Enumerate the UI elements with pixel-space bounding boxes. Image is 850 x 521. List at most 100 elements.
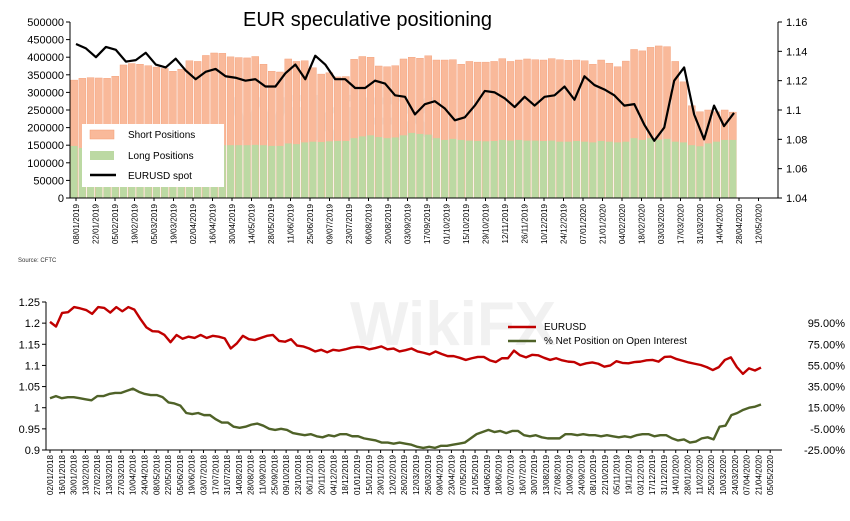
top-y-tick-label: 0 [58, 193, 64, 205]
long-position-bar [474, 140, 482, 198]
top-x-tick-label: 23/07/2019 [345, 203, 354, 244]
long-position-bar [605, 141, 613, 198]
bottom-y2-tick-label: -5.00% [810, 424, 845, 436]
bottom-chart-axes [45, 302, 782, 451]
legend-label-net: % Net Position on Open Interest [544, 336, 687, 347]
bottom-x-tick-label: 24/04/2018 [140, 454, 149, 495]
bottom-x-tick-label: 21/05/2019 [471, 454, 480, 495]
bottom-x-tick-label: 16/01/2018 [58, 454, 67, 495]
bottom-y-tick-label: 1.05 [19, 382, 40, 394]
top-y-tick-label: 450000 [27, 35, 64, 47]
bottom-x-tick-label: 14/08/2018 [235, 454, 244, 495]
top-chart-title: EUR speculative positioning [243, 9, 492, 31]
net-position-series [49, 387, 762, 450]
bottom-y-tick-label: 1.1 [25, 360, 40, 372]
bottom-x-tick-label: 09/04/2019 [436, 454, 445, 495]
bottom-x-tick-label: 24/03/2020 [731, 454, 740, 495]
bottom-x-tick-label: 27/08/2019 [554, 454, 563, 495]
bottom-left-y-ticks: 1.25 1.2 1.15 1.1 1.05 1 0.95 0.9 [19, 297, 46, 457]
top-x-tick-label: 21/01/2020 [599, 203, 608, 244]
long-position-bar [548, 140, 556, 198]
top-y2-tick-label: 1.16 [786, 17, 807, 29]
bottom-x-tick-label: 18/12/2018 [341, 454, 350, 495]
top-y-tick-label: 400000 [27, 52, 64, 64]
long-position-bar [317, 142, 325, 198]
top-x-tick-label: 25/06/2019 [306, 203, 315, 244]
bottom-x-tick-label: 08/05/2018 [152, 454, 161, 495]
long-position-bar [227, 145, 235, 198]
long-position-bar [432, 138, 440, 198]
top-chart: EUR speculative positioning 500000450000… [27, 9, 807, 244]
bottom-x-tick-label: 28/08/2018 [247, 454, 256, 495]
long-position-bar [309, 141, 317, 198]
bottom-x-tick-label: 26/03/2019 [424, 454, 433, 495]
bottom-y2-tick-label: 95.00% [808, 318, 846, 330]
long-position-bar [482, 141, 490, 198]
top-x-tick-label: 20/08/2019 [384, 203, 393, 244]
top-x-tick-label: 12/11/2019 [501, 203, 510, 243]
top-y-tick-label: 200000 [27, 123, 64, 135]
eurusd-spot-series [75, 42, 735, 142]
bottom-chart: 1.25 1.2 1.15 1.1 1.05 1 0.95 0.9 95.00% 75.00% 5… [19, 297, 846, 495]
bottom-x-tick-label: 31/07/2018 [223, 454, 232, 495]
bottom-x-tick-label: 10/04/2018 [129, 454, 138, 495]
bottom-x-tick-label: 20/11/2018 [318, 454, 327, 494]
long-position-bar [325, 141, 333, 198]
long-position-bar [523, 140, 531, 198]
bottom-x-tick-label: 30/01/2018 [70, 454, 79, 495]
top-x-tick-label: 19/03/2019 [170, 203, 179, 244]
bottom-y2-tick-label: -25.00% [804, 445, 845, 457]
bottom-x-tick-label: 16/07/2019 [518, 454, 527, 495]
long-position-bar [490, 140, 498, 198]
legend-label-spot: EURUSD spot [128, 171, 192, 182]
legend-label-long: Long Positions [128, 151, 194, 162]
top-x-tick-label: 15/10/2019 [462, 203, 471, 244]
bottom-x-tick-label: 24/09/2019 [577, 454, 586, 495]
bottom-x-tick-label: 26/02/2019 [400, 454, 409, 495]
long-position-bar [556, 141, 564, 198]
bottom-x-tick-label: 25/09/2018 [270, 454, 279, 495]
top-y2-tick-label: 1.06 [786, 164, 807, 176]
bottom-x-tick-label: 04/12/2018 [329, 454, 338, 495]
top-x-tick-label: 01/10/2019 [443, 203, 452, 244]
long-position-bar [260, 145, 268, 198]
long-position-bar [647, 138, 655, 198]
bottom-y-tick-label: 1.15 [19, 339, 40, 351]
bottom-y2-tick-label: 35.00% [808, 382, 846, 394]
bottom-x-tick-label: 27/03/2018 [117, 454, 126, 495]
long-position-bar [498, 139, 506, 198]
long-position-bar [712, 141, 720, 198]
top-y-tick-label: 350000 [27, 70, 64, 82]
bottom-x-tick-label: 22/10/2019 [601, 454, 610, 495]
long-position-bar [408, 132, 416, 198]
top-y2-tick-label: 1.04 [786, 193, 807, 205]
top-x-tick-label: 08/01/2019 [72, 203, 81, 244]
bottom-x-tick-label: 12/02/2019 [388, 454, 397, 495]
top-x-tick-label: 04/02/2020 [618, 203, 627, 244]
top-x-tick-label: 14/05/2019 [248, 203, 257, 244]
bottom-x-tick-label: 22/05/2018 [164, 454, 173, 495]
top-x-tick-label: 06/08/2019 [365, 203, 374, 244]
top-y-tick-label: 300000 [27, 87, 64, 99]
bottom-x-tick-label: 10/09/2019 [565, 454, 574, 495]
bottom-x-tick-label: 03/07/2018 [199, 454, 208, 495]
bottom-right-y-ticks: 95.00% 75.00% 55.00% 35.00% 15.00% -5.00% -25.… [804, 318, 845, 457]
net-position-line [49, 387, 762, 450]
top-right-y-ticks: 1.16 1.14 1.12 1.1 1.08 1.06 1.04 [778, 17, 807, 205]
long-position-bar [589, 142, 597, 198]
long-position-bar [729, 139, 737, 198]
bottom-x-tick-label: 01/01/2019 [353, 454, 362, 495]
long-position-bar [342, 140, 350, 198]
long-position-bar [507, 140, 515, 198]
bottom-x-tick-label: 23/04/2019 [447, 454, 456, 495]
long-position-bar [581, 141, 589, 198]
top-x-tick-label: 07/01/2020 [579, 203, 588, 244]
bottom-x-tick-label: 17/12/2019 [648, 454, 657, 495]
long-position-bar [334, 140, 342, 198]
top-x-tick-label: 17/09/2019 [423, 203, 432, 244]
bottom-x-tick-label: 15/01/2019 [365, 454, 374, 495]
top-legend: Short Positions Long Positions EURUSD sp… [82, 124, 224, 187]
long-position-bar [622, 141, 630, 198]
bottom-y2-tick-label: 15.00% [808, 403, 846, 415]
